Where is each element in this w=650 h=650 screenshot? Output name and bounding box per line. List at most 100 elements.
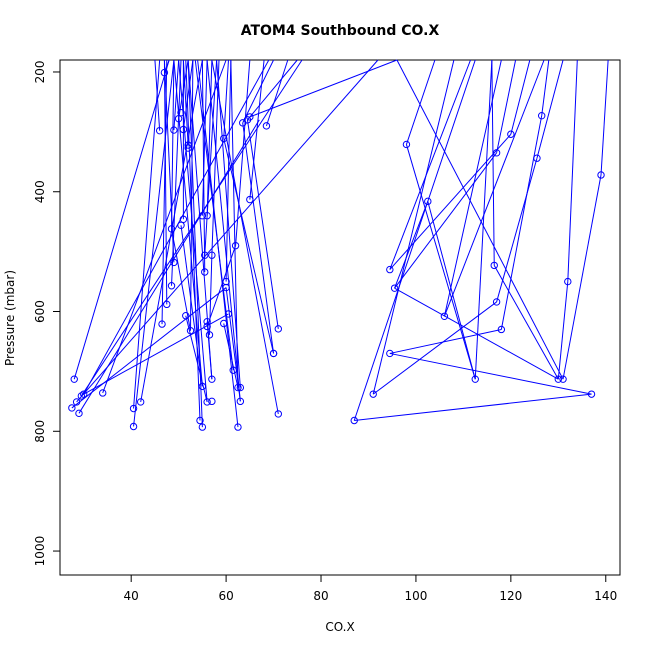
series-line-segment (206, 59, 241, 402)
data-point (274, 325, 283, 333)
series-line-segment (182, 59, 194, 130)
data-point (198, 211, 207, 220)
data-point (177, 108, 185, 117)
data-point (234, 423, 242, 431)
data-point (179, 125, 188, 134)
data-point (163, 300, 171, 309)
data-point (70, 375, 78, 383)
y-tick-label: 1000 (33, 536, 47, 567)
series-line-segment (78, 119, 260, 414)
series-line-segment (557, 281, 569, 380)
series-line-segment (73, 59, 170, 380)
series-line-segment (201, 59, 206, 272)
series-line-segment (567, 59, 578, 282)
data-point (184, 141, 192, 149)
data-point (136, 398, 145, 406)
data-point (269, 349, 278, 358)
data-point (198, 382, 207, 391)
data-point (236, 383, 245, 392)
data-point (386, 349, 394, 358)
data-point (492, 298, 501, 306)
series-line-segment (173, 59, 180, 131)
series-line-segment (223, 323, 239, 388)
data-point (201, 251, 209, 259)
series-line-segment (536, 59, 564, 159)
series-line-segment (223, 138, 275, 354)
data-point (222, 283, 230, 292)
data-point (224, 310, 233, 318)
series-line-segment (496, 158, 538, 303)
series-line-segment (246, 119, 279, 329)
data-point (196, 416, 204, 425)
data-point (533, 154, 541, 162)
data-point (203, 398, 211, 406)
series-line-segment (190, 59, 194, 331)
series-line-segment (443, 59, 502, 317)
x-tick-label: 120 (499, 589, 522, 603)
data-point (350, 416, 358, 425)
x-axis: 40 60 80 100 120 140 (124, 574, 617, 603)
data-point (129, 422, 138, 431)
series-line-segment (491, 59, 495, 266)
series-line-segment (493, 265, 559, 380)
series-line-segment (541, 59, 550, 116)
data-point (198, 423, 207, 431)
series-line-segment (185, 315, 208, 403)
series-line-segment (80, 59, 303, 397)
data-point (155, 126, 164, 135)
series-line-segment (389, 352, 592, 395)
plot-frame (59, 59, 621, 576)
data-point (167, 282, 176, 290)
x-tick-label: 140 (594, 589, 617, 603)
series-lines (71, 59, 609, 428)
x-tick-label: 100 (404, 589, 427, 603)
data-point (170, 258, 178, 267)
data-point (205, 331, 214, 339)
data-point (184, 144, 192, 152)
series-line-segment (394, 201, 429, 289)
series-line-segment (204, 59, 218, 256)
data-point (537, 111, 546, 120)
data-point (490, 261, 498, 270)
y-tick-label: 400 (33, 180, 47, 203)
data-point (129, 404, 138, 413)
series-line-segment (171, 228, 191, 331)
series-line-segment (230, 59, 239, 388)
series-line-segment (171, 59, 182, 286)
series-line-segment (372, 59, 455, 395)
data-point (554, 375, 563, 383)
series-line-segment (185, 59, 201, 421)
series-line-segment (427, 201, 476, 380)
series-line-segment (600, 59, 609, 176)
data-point (158, 320, 166, 328)
series-line-segment (235, 59, 251, 246)
series-line-segment (71, 287, 227, 409)
data-point (424, 197, 432, 206)
data-point (507, 130, 515, 138)
series-line-segment (405, 59, 436, 145)
data-point (68, 404, 76, 412)
series-line-segment (83, 59, 270, 395)
series-line-segment (102, 59, 227, 394)
y-axis: 200 400 600 800 1000 (33, 61, 61, 567)
data-point (80, 390, 88, 398)
series-line-segment (133, 59, 161, 409)
data-point (203, 211, 211, 220)
data-point (220, 134, 228, 143)
series-line-segment (206, 59, 213, 216)
series-line-segment (249, 59, 398, 118)
series-line-segment (496, 59, 517, 153)
data-point (160, 68, 169, 77)
series-line-segment (389, 328, 502, 354)
series-line-segment (443, 59, 545, 317)
x-tick-label: 60 (218, 589, 233, 603)
data-point (390, 284, 399, 292)
data-point (246, 195, 254, 204)
data-point (208, 251, 216, 259)
data-point (559, 375, 567, 383)
data-point (587, 390, 596, 398)
series-line-segment (353, 59, 476, 421)
data-point (229, 366, 237, 374)
data-point (492, 149, 501, 157)
